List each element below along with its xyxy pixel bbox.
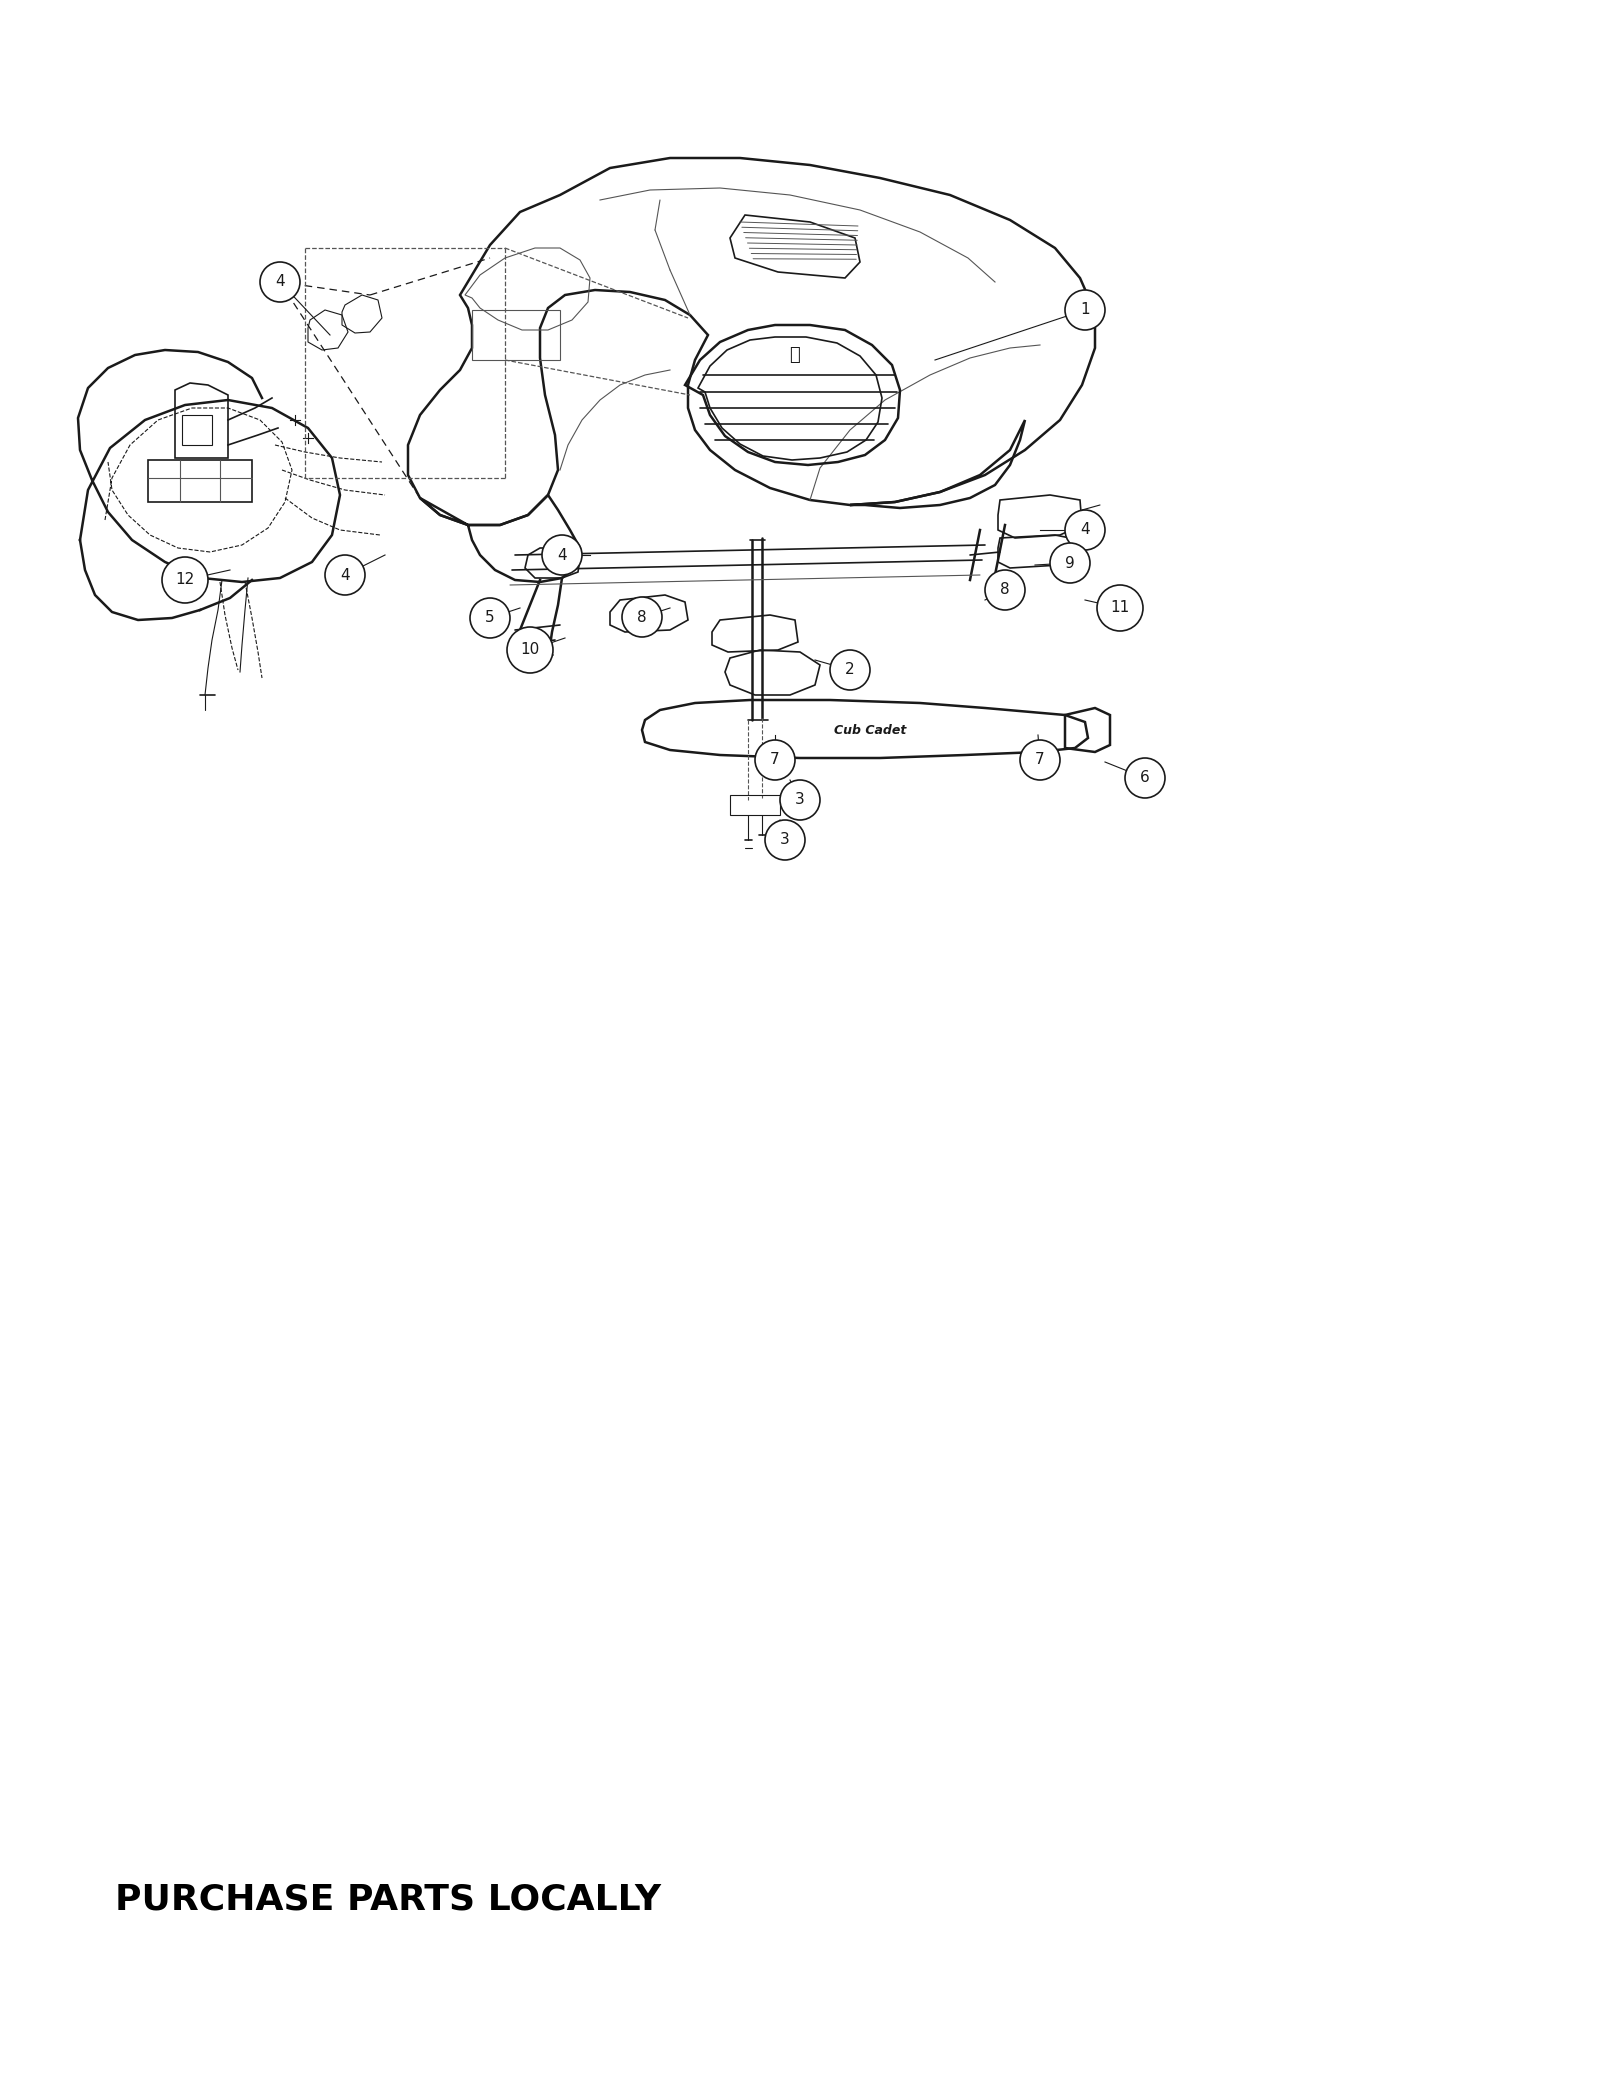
Text: 𝛹: 𝛹 [790, 347, 800, 363]
Circle shape [542, 535, 582, 575]
Text: Cub Cadet: Cub Cadet [834, 724, 906, 737]
Text: 4: 4 [1080, 523, 1090, 537]
Text: 5: 5 [485, 610, 494, 625]
Circle shape [470, 598, 510, 637]
Circle shape [765, 820, 805, 859]
Circle shape [830, 649, 870, 691]
Circle shape [1125, 757, 1165, 799]
Circle shape [986, 571, 1026, 610]
Text: 1: 1 [1080, 303, 1090, 317]
Circle shape [259, 261, 301, 303]
Circle shape [325, 554, 365, 596]
Text: 11: 11 [1110, 600, 1130, 616]
Text: 6: 6 [1141, 770, 1150, 786]
Text: 4: 4 [275, 274, 285, 291]
Circle shape [507, 627, 554, 672]
Text: PURCHASE PARTS LOCALLY: PURCHASE PARTS LOCALLY [115, 1882, 661, 1917]
Circle shape [1098, 585, 1142, 631]
Text: 7: 7 [1035, 753, 1045, 768]
Text: 7: 7 [770, 753, 779, 768]
Text: 10: 10 [520, 643, 539, 658]
Circle shape [162, 556, 208, 604]
Circle shape [755, 741, 795, 780]
Text: 12: 12 [176, 573, 195, 587]
Circle shape [622, 598, 662, 637]
Circle shape [1066, 510, 1106, 550]
Text: 2: 2 [845, 662, 854, 679]
Circle shape [1021, 741, 1059, 780]
Text: 8: 8 [637, 610, 646, 625]
Text: 4: 4 [341, 566, 350, 583]
Text: 9: 9 [1066, 556, 1075, 571]
Text: 3: 3 [795, 793, 805, 807]
Text: 8: 8 [1000, 583, 1010, 598]
Text: 3: 3 [781, 832, 790, 847]
Circle shape [1050, 544, 1090, 583]
Circle shape [1066, 290, 1106, 330]
Circle shape [781, 780, 819, 820]
Text: 4: 4 [557, 548, 566, 562]
